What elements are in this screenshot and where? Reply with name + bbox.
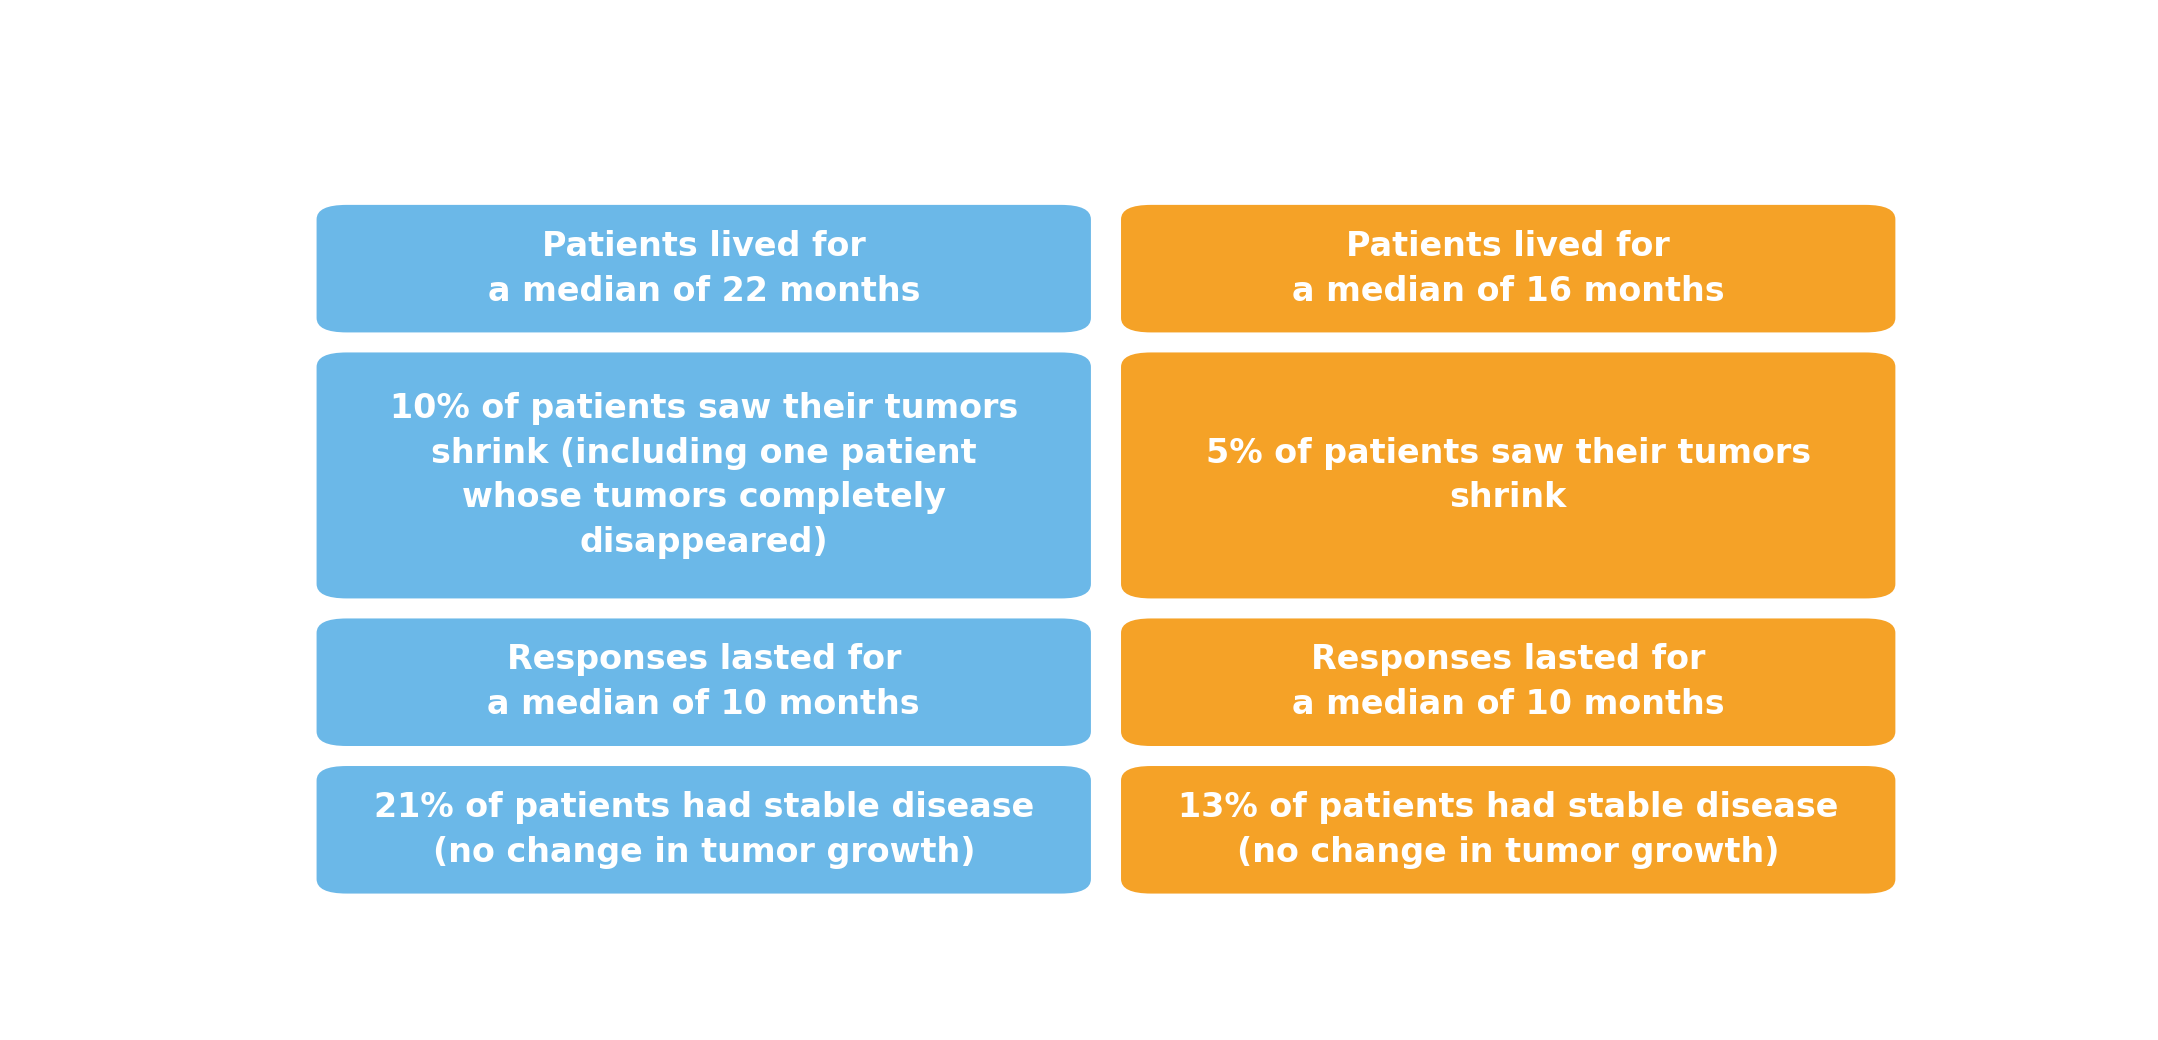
FancyBboxPatch shape: [317, 619, 1092, 746]
Text: 5% of patients saw their tumors
shrink: 5% of patients saw their tumors shrink: [1206, 437, 1811, 515]
FancyBboxPatch shape: [1120, 766, 1895, 893]
Text: 21% of patients had stable disease
(no change in tumor growth): 21% of patients had stable disease (no c…: [373, 791, 1034, 868]
Text: Responses lasted for
a median of 10 months: Responses lasted for a median of 10 mont…: [488, 644, 919, 721]
Text: Responses lasted for
a median of 10 months: Responses lasted for a median of 10 mont…: [1293, 644, 1724, 721]
Text: 13% of patients had stable disease
(no change in tumor growth): 13% of patients had stable disease (no c…: [1178, 791, 1839, 868]
Text: Patients lived for
a median of 22 months: Patients lived for a median of 22 months: [488, 230, 919, 308]
FancyBboxPatch shape: [317, 205, 1092, 333]
FancyBboxPatch shape: [1120, 619, 1895, 746]
FancyBboxPatch shape: [1120, 205, 1895, 333]
Text: 10% of patients saw their tumors
shrink (including one patient
whose tumors comp: 10% of patients saw their tumors shrink …: [391, 392, 1019, 558]
FancyBboxPatch shape: [317, 353, 1092, 598]
FancyBboxPatch shape: [317, 766, 1092, 893]
Text: Patients lived for
a median of 16 months: Patients lived for a median of 16 months: [1293, 230, 1724, 308]
FancyBboxPatch shape: [1120, 353, 1895, 598]
